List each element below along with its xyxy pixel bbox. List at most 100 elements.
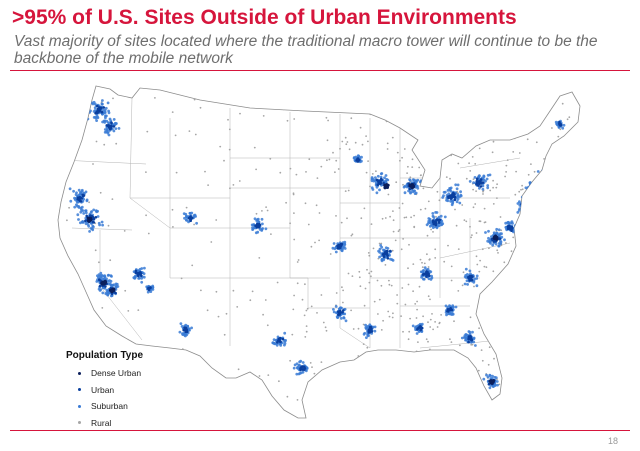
site-dot xyxy=(533,210,537,214)
site-dot xyxy=(109,119,113,123)
site-dot xyxy=(370,409,373,412)
site-dot xyxy=(145,214,147,217)
site-dot xyxy=(524,204,528,208)
site-dot xyxy=(147,286,151,290)
site-dot xyxy=(372,247,375,250)
site-dot xyxy=(351,275,354,277)
site-dot xyxy=(489,241,492,245)
site-dot xyxy=(504,336,507,338)
site-dot xyxy=(110,290,114,294)
site-dot xyxy=(526,206,529,210)
site-dot xyxy=(344,373,348,376)
site-dot xyxy=(494,242,498,246)
site-dot xyxy=(531,186,535,190)
site-dot xyxy=(565,401,568,404)
site-dot xyxy=(414,303,417,305)
site-dot xyxy=(485,124,488,127)
site-dot xyxy=(311,366,313,368)
site-dot xyxy=(409,176,412,179)
site-dot xyxy=(492,179,494,182)
site-dot xyxy=(386,148,389,150)
site-dot xyxy=(562,335,565,338)
site-dot xyxy=(309,362,312,364)
site-dot xyxy=(454,103,457,106)
site-dot xyxy=(446,111,449,114)
site-dot xyxy=(492,203,495,205)
site-dot xyxy=(514,381,517,384)
site-dot xyxy=(542,172,545,176)
site-dot xyxy=(237,368,240,371)
site-dot xyxy=(411,158,414,161)
site-dot xyxy=(469,316,472,319)
site-dot xyxy=(582,388,584,390)
site-dot xyxy=(308,158,311,161)
site-dot xyxy=(478,147,481,150)
site-dot xyxy=(388,315,391,318)
site-dot xyxy=(103,274,106,278)
site-dot xyxy=(404,397,407,400)
site-dot xyxy=(367,160,369,162)
site-dot xyxy=(510,229,513,232)
site-dot xyxy=(217,315,220,318)
site-dot xyxy=(378,242,381,245)
site-dot xyxy=(539,334,542,337)
site-dot xyxy=(521,92,524,95)
site-dot xyxy=(531,186,535,189)
site-dot xyxy=(370,275,372,278)
site-dot xyxy=(570,281,573,284)
site-dot xyxy=(391,351,393,354)
site-dot xyxy=(292,308,295,311)
site-dot xyxy=(545,168,549,171)
site-dot xyxy=(565,346,568,349)
site-dot xyxy=(561,102,564,105)
site-dot xyxy=(451,202,454,205)
site-dot xyxy=(446,83,448,85)
site-dot xyxy=(566,391,568,393)
site-dot xyxy=(497,237,501,240)
site-dot xyxy=(96,111,99,114)
legend-title: Population Type xyxy=(66,350,144,361)
site-dot xyxy=(512,263,516,267)
site-dot xyxy=(421,273,425,276)
site-dot xyxy=(482,193,484,195)
site-dot xyxy=(295,173,298,176)
site-dot xyxy=(434,321,436,323)
site-dot xyxy=(344,369,348,372)
site-dot xyxy=(431,214,435,218)
site-dot xyxy=(244,384,247,387)
site-dot xyxy=(76,144,79,147)
site-dot xyxy=(410,216,412,219)
site-dot xyxy=(373,86,376,89)
site-dot xyxy=(457,391,460,394)
site-dot xyxy=(320,165,323,168)
site-dot xyxy=(378,298,381,301)
site-dot xyxy=(523,204,527,208)
site-dot xyxy=(192,214,196,217)
site-dot xyxy=(179,322,183,325)
site-dot xyxy=(540,172,544,175)
site-dot xyxy=(382,248,385,252)
site-dot xyxy=(552,87,555,89)
site-dot xyxy=(400,315,402,317)
site-dot xyxy=(399,159,401,162)
site-dot xyxy=(408,330,411,333)
site-dot xyxy=(140,280,144,284)
site-dot xyxy=(514,261,518,265)
site-dot xyxy=(538,102,541,104)
site-dot xyxy=(555,347,557,350)
site-dot xyxy=(542,170,546,174)
site-dot xyxy=(436,326,439,328)
site-dot xyxy=(574,241,577,243)
site-dot xyxy=(421,266,424,268)
site-dot xyxy=(515,170,517,173)
site-dot xyxy=(554,120,558,124)
site-dot xyxy=(343,371,347,374)
site-dot xyxy=(451,313,454,316)
site-dot xyxy=(499,137,502,139)
site-dot xyxy=(357,398,360,400)
site-dot xyxy=(511,262,515,266)
site-dot xyxy=(514,265,518,269)
site-dot xyxy=(383,176,386,180)
site-dot xyxy=(541,172,545,175)
site-dot xyxy=(543,171,546,174)
